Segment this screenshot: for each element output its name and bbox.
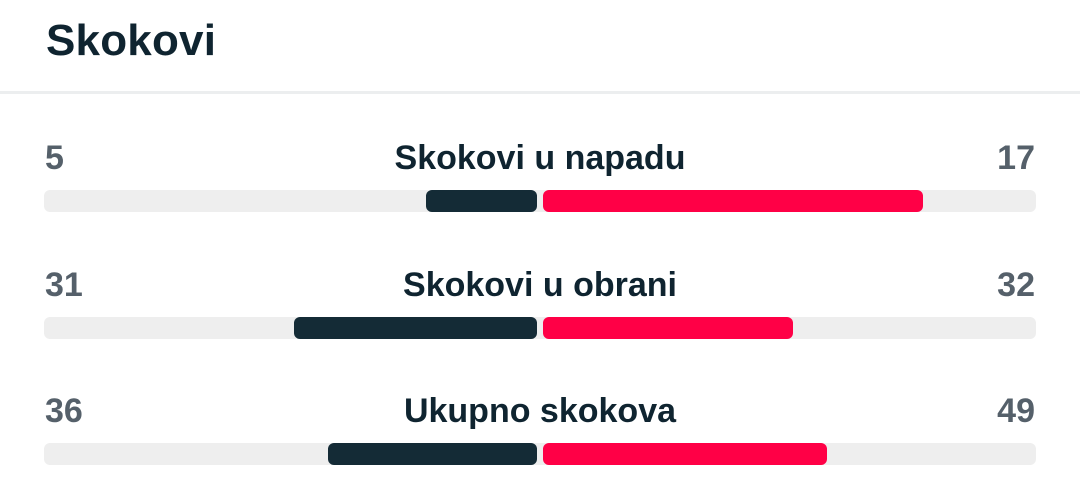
home-value: 36 xyxy=(45,392,83,430)
away-bar xyxy=(543,317,793,339)
away-value: 32 xyxy=(997,266,1035,304)
home-value: 31 xyxy=(45,266,83,304)
away-bar xyxy=(543,190,923,212)
stat-label: Skokovi u obrani xyxy=(403,266,677,304)
home-bar xyxy=(426,190,537,212)
home-value: 5 xyxy=(45,139,64,177)
stat-bar-track xyxy=(44,443,1036,465)
away-value: 49 xyxy=(997,392,1035,430)
stat-bar-track xyxy=(44,317,1036,339)
stat-row-offensive-rebounds: 5 Skokovi u napadu 17 xyxy=(0,138,1080,228)
stat-bar-track xyxy=(44,190,1036,212)
stat-label: Skokovi u napadu xyxy=(394,139,686,177)
away-bar xyxy=(543,443,827,465)
stat-row-total-rebounds: 36 Ukupno skokova 49 xyxy=(0,391,1080,481)
home-bar xyxy=(328,443,537,465)
stat-row-defensive-rebounds: 31 Skokovi u obrani 32 xyxy=(0,265,1080,355)
away-value: 17 xyxy=(997,139,1035,177)
stat-label: Ukupno skokova xyxy=(403,392,677,430)
home-bar xyxy=(294,317,537,339)
section-header: Skokovi xyxy=(0,0,1080,94)
section-title: Skokovi xyxy=(46,16,217,65)
